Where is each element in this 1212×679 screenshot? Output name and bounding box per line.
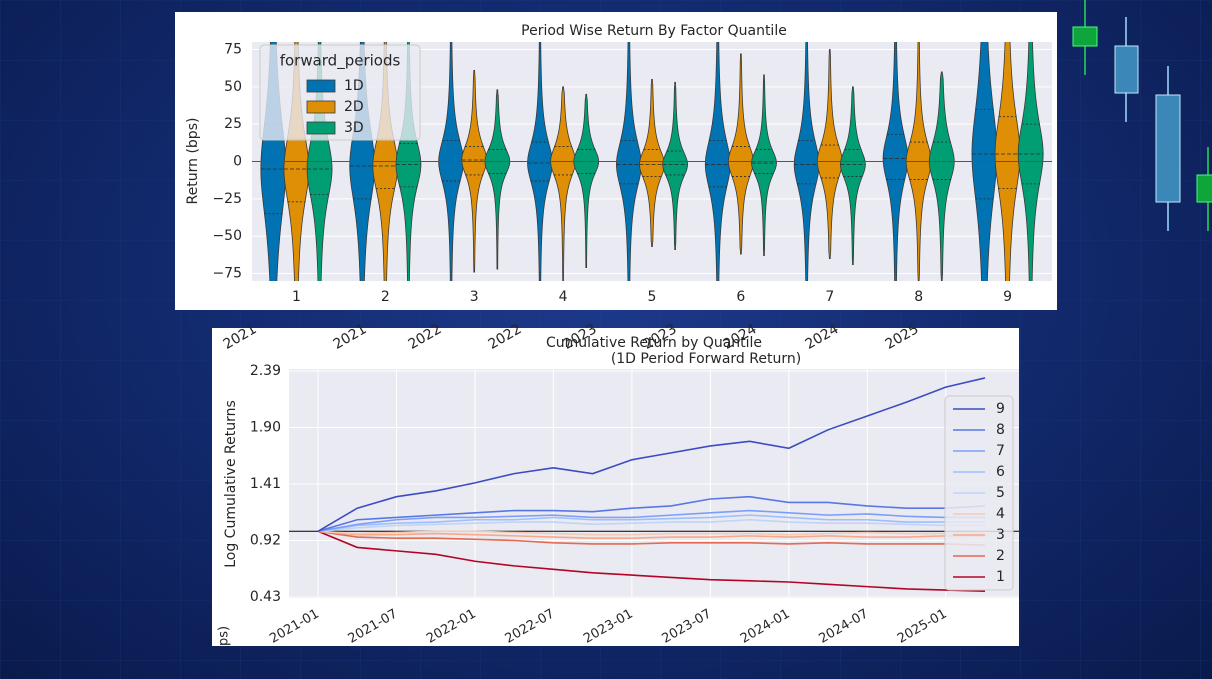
violin <box>928 71 955 281</box>
violin <box>728 53 754 255</box>
y-tick-label: 25 <box>224 116 242 132</box>
lines <box>317 377 986 593</box>
legend-label: 6 <box>996 464 1005 480</box>
series-line <box>317 530 985 539</box>
series-line <box>317 509 985 533</box>
violin <box>751 74 777 257</box>
y-tick-label: 0.92 <box>250 533 281 549</box>
legend-label: 1D <box>344 78 364 94</box>
legend-swatch <box>306 79 336 93</box>
legend-swatch <box>306 100 336 114</box>
legend-title: forward_periods <box>280 52 401 71</box>
candles <box>1072 0 1212 231</box>
chart-1: −75 −50 −25 0 25 50 75 1 2 3 4 5 6 7 8 9 forward_periods… <box>212 41 1052 305</box>
violin <box>550 86 577 281</box>
legend-label: 2 <box>996 548 1005 564</box>
y-tick-label: 1.90 <box>250 420 281 436</box>
violin <box>662 81 688 251</box>
violin <box>461 69 488 273</box>
series-line <box>317 377 986 532</box>
legend-label: 8 <box>996 422 1005 438</box>
y-tick-label: 75 <box>224 41 242 57</box>
violin <box>573 93 600 268</box>
y-axis-label: Log Cumulative Returns <box>223 400 239 568</box>
series-line <box>317 495 986 533</box>
y-tick-label: 50 <box>224 79 242 95</box>
y-tick-label: 0 <box>233 154 242 170</box>
clipped-label: ps) <box>217 626 232 646</box>
y-tick-label: 0.43 <box>250 589 281 605</box>
y-tick-label: −75 <box>212 266 242 282</box>
chart-title: Period Wise Return By Factor Quantile <box>521 23 787 39</box>
violin <box>639 78 665 248</box>
x-tick-label: 4 <box>559 289 568 305</box>
legend-box <box>259 44 421 141</box>
x-tick-label: 5 <box>648 289 657 305</box>
legend-label: 7 <box>996 443 1005 459</box>
series-line <box>317 514 985 533</box>
y-tick-label: −50 <box>212 228 242 244</box>
series-line <box>317 530 986 546</box>
y-axis-label: Return (bps) <box>185 118 201 205</box>
series-line <box>317 530 986 593</box>
legend-label: 4 <box>996 506 1005 522</box>
y-tick-label: 2.39 <box>250 363 281 379</box>
x-tick-label: 3 <box>470 289 479 305</box>
legend-label: 5 <box>996 485 1005 501</box>
chart-title: Cumulative Return by Quantile <box>546 335 762 351</box>
legend-swatch <box>306 121 336 135</box>
violin <box>839 86 866 265</box>
x-tick-label: 8 <box>914 289 923 305</box>
x-tick-label: 7 <box>825 289 834 305</box>
y-tick-label: 1.41 <box>250 476 281 492</box>
x-tick-label: 6 <box>736 289 745 305</box>
series-line <box>317 530 986 536</box>
x-tick-label: 9 <box>1003 289 1012 305</box>
y-tick-label: −25 <box>212 191 242 207</box>
x-tick-label: 1 <box>292 289 301 305</box>
violin <box>816 49 843 259</box>
legend-label: 9 <box>996 401 1005 417</box>
series-line <box>317 518 985 533</box>
x-tick-label: 2 <box>381 289 390 305</box>
legend-label: 1 <box>996 569 1005 585</box>
violin <box>484 89 511 270</box>
chart-subtitle: (1D Period Forward Return) <box>611 351 801 367</box>
legend-label: 3D <box>344 120 364 136</box>
legend-label: 2D <box>344 99 364 115</box>
legend-label: 3 <box>996 527 1005 543</box>
